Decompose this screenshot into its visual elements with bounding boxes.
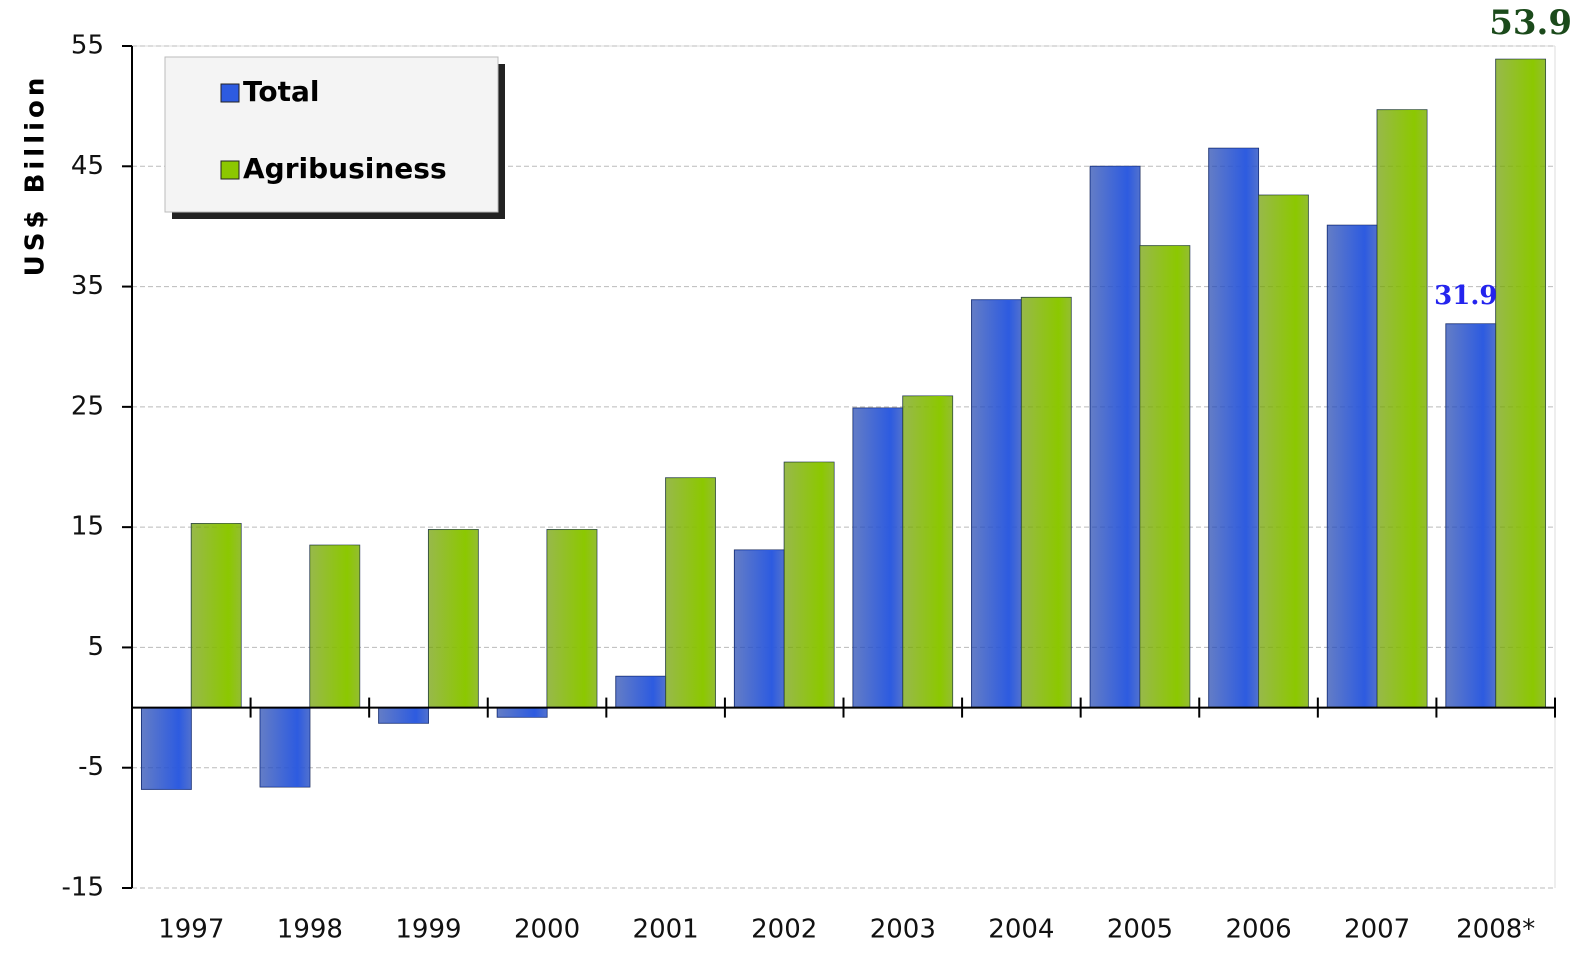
- legend-box: [164, 56, 499, 213]
- bar-shade: [734, 549, 785, 708]
- x-tick-label: 2001: [633, 915, 699, 945]
- x-tick-label: 2000: [514, 915, 580, 945]
- x-tick-label: 2008*: [1456, 915, 1535, 945]
- y-tick-label: 55: [71, 31, 104, 61]
- bar-shade: [309, 545, 360, 708]
- bar-shade: [260, 707, 310, 787]
- x-tick-label: 2006: [1225, 915, 1291, 945]
- x-tick-label: 2002: [751, 915, 817, 945]
- x-tick-label: 1999: [395, 915, 461, 945]
- legend-swatch: [220, 160, 240, 180]
- bar-shade: [1139, 245, 1190, 708]
- x-tick-label: 2005: [1107, 915, 1173, 945]
- bar-shade: [497, 707, 548, 718]
- legend-label: Agribusiness: [243, 152, 447, 185]
- bar-shade: [1258, 195, 1309, 708]
- bar-shade: [665, 477, 716, 708]
- bar-shade: [1445, 323, 1496, 708]
- bar-shade: [1327, 225, 1378, 708]
- x-tick-label: 2003: [870, 915, 936, 945]
- y-axis-label: US$ Billion: [21, 74, 51, 277]
- bar-shade: [902, 396, 953, 708]
- y-tick-label: -15: [62, 873, 104, 903]
- bar-shade: [1495, 59, 1546, 708]
- bar-shade: [1021, 297, 1072, 708]
- bar-shade: [378, 707, 429, 724]
- y-tick-label: 15: [71, 512, 104, 542]
- bar-shade: [141, 707, 192, 790]
- y-tick-label: 25: [71, 391, 104, 421]
- bar-shade: [428, 529, 479, 708]
- x-tick-label: 2007: [1344, 915, 1410, 945]
- y-tick-label: 45: [71, 151, 104, 181]
- y-tick-label: -5: [78, 752, 104, 782]
- legend-label: Total: [243, 75, 320, 108]
- data-label: 53.9: [1489, 3, 1572, 43]
- x-tick-label: 1997: [158, 915, 224, 945]
- bar-shade: [971, 299, 1022, 708]
- bar-shade: [784, 462, 835, 708]
- bar-shade: [1090, 166, 1140, 708]
- x-tick-label: 2004: [988, 915, 1054, 945]
- y-tick-label: 5: [87, 632, 104, 662]
- x-tick-label: 1998: [277, 915, 343, 945]
- y-tick-label: 35: [71, 271, 104, 301]
- bar-shade: [1377, 109, 1427, 708]
- legend-swatch: [220, 83, 240, 103]
- bar-shade: [1208, 148, 1259, 708]
- bar-shade: [852, 408, 903, 708]
- bar-shade: [547, 529, 597, 708]
- bar-shade: [191, 523, 242, 708]
- bar-shade: [615, 676, 666, 708]
- data-label: 31.9: [1434, 281, 1497, 311]
